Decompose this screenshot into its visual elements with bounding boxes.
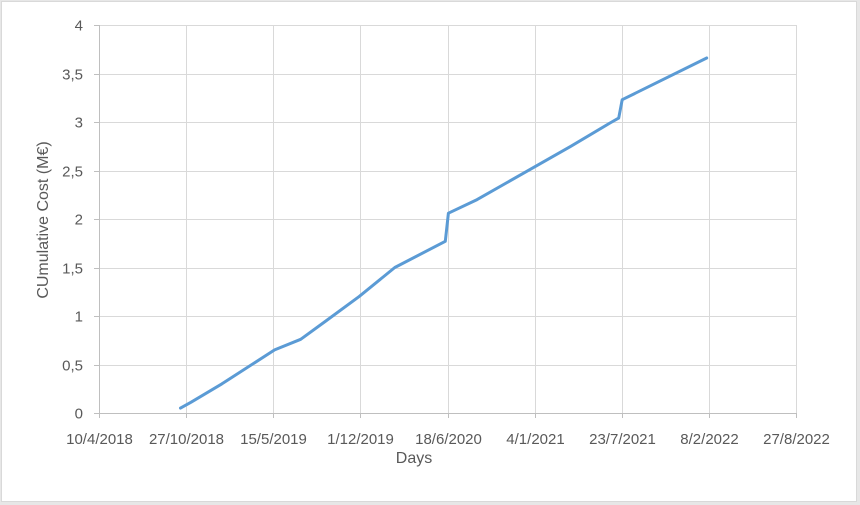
x-tick-label: 27/8/2022: [763, 431, 830, 448]
y-tick-label: 2,5: [62, 164, 83, 181]
y-tick-label: 1: [75, 309, 83, 326]
x-tick-label: 15/5/2019: [240, 431, 307, 448]
x-axis-title: Days: [396, 450, 432, 467]
y-tick-label: 0: [75, 406, 83, 423]
x-tick-label: 10/4/2018: [66, 431, 133, 448]
series-layer: [179, 56, 709, 410]
y-tick-label: 3: [75, 115, 83, 132]
tick-labels: 0 0,5 1 1,5 2 2,5 3 3,5 4 10/4/2018 27/10/2018 15/5…: [62, 18, 830, 449]
x-tick-label: 18/6/2020: [415, 431, 482, 448]
x-tick-label: 1/12/2019: [327, 431, 394, 448]
x-tick-label: 4/1/2021: [506, 431, 564, 448]
y-tick-label: 0,5: [62, 358, 83, 375]
y-axis-title: CUmulative Cost (M€): [35, 141, 52, 298]
x-tick-label: 27/10/2018: [149, 431, 224, 448]
axes: [94, 25, 797, 418]
x-tick-label: 8/2/2022: [680, 431, 738, 448]
gridlines: [99, 25, 797, 413]
y-tick-label: 3,5: [62, 67, 83, 84]
y-tick-label: 2: [75, 212, 83, 229]
x-tick-label: 23/7/2021: [589, 431, 656, 448]
y-tick-label: 4: [75, 18, 83, 35]
series-line: [179, 56, 709, 410]
y-tick-label: 1,5: [62, 261, 83, 278]
